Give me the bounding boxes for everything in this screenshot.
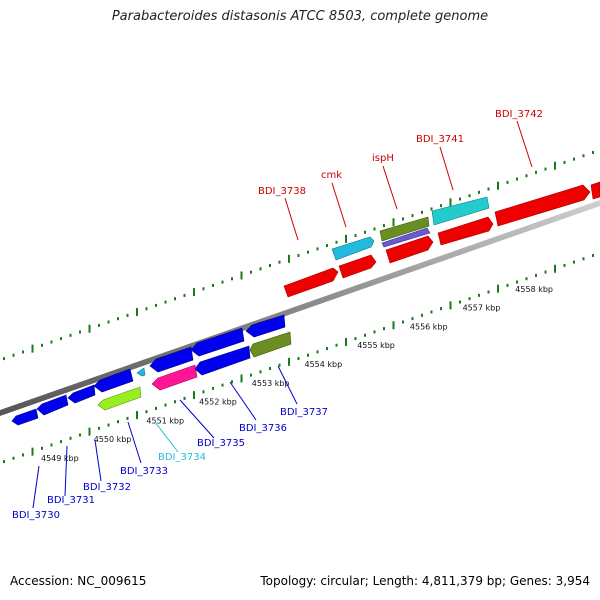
gene-arrow[interactable]	[431, 196, 490, 226]
gene-arrow[interactable]	[590, 181, 600, 200]
kbp-label: 4554 kbp	[305, 360, 343, 369]
gene-label[interactable]: BDI_3738	[258, 186, 306, 197]
kbp-label: 4555 kbp	[357, 341, 395, 350]
gene-label[interactable]: BDI_3733	[120, 466, 168, 477]
kbp-label: 4553 kbp	[252, 379, 290, 388]
kbp-label: 4551 kbp	[146, 416, 184, 425]
gene-arrow[interactable]	[11, 408, 39, 426]
gene-label[interactable]: BDI_3734	[158, 452, 206, 463]
gene-label[interactable]: BDI_3736	[239, 423, 287, 434]
gene-label[interactable]: BDI_3732	[83, 482, 131, 493]
gene-arrow[interactable]	[385, 235, 434, 264]
leader-lines	[32, 120, 533, 509]
kbp-label: 4557 kbp	[463, 304, 501, 313]
gene-arrow[interactable]	[338, 254, 377, 279]
kbp-scale: 4549 kbp 4550 kbp 4551 kbp 4552 kbp 4553 kbp…	[41, 285, 553, 463]
kbp-label: 4558 kbp	[515, 285, 553, 294]
forward-gene-labels: BDI_3738 cmk ispH BDI_3741 BDI_3742	[258, 109, 543, 197]
topology-text: Topology: circular; Length: 4,811,379 bp…	[260, 574, 590, 588]
forward-genes	[283, 181, 600, 298]
reverse-gene-labels: BDI_3730 BDI_3731 BDI_3732 BDI_3733 BDI_…	[12, 407, 328, 521]
kbp-label: 4556 kbp	[410, 322, 448, 331]
gene-arrow[interactable]	[190, 327, 245, 357]
gene-arrow[interactable]	[331, 236, 375, 261]
gene-arrow[interactable]	[381, 227, 431, 248]
gene-label[interactable]: BDI_3741	[416, 134, 464, 145]
accession-text: Accession: NC_009615	[10, 574, 147, 588]
gene-label[interactable]: ispH	[372, 153, 394, 164]
gene-arrow[interactable]	[283, 267, 339, 298]
page-title: Parabacteroides distasonis ATCC 8503, co…	[111, 9, 489, 24]
gene-arrow[interactable]	[437, 216, 494, 246]
gene-label[interactable]: BDI_3730	[12, 510, 60, 521]
reverse-genes	[11, 314, 292, 426]
kbp-label: 4550 kbp	[94, 435, 132, 444]
tick-track-forward	[3, 150, 594, 361]
gene-label[interactable]: BDI_3737	[280, 407, 328, 418]
gene-arrow[interactable]	[379, 216, 430, 242]
kbp-label: 4552 kbp	[199, 398, 237, 407]
gene-label[interactable]: BDI_3731	[47, 495, 95, 506]
gene-label[interactable]: BDI_3735	[197, 438, 245, 449]
genome-backbone	[0, 200, 600, 416]
tick-track-reverse	[3, 253, 594, 464]
gene-arrow[interactable]	[249, 331, 292, 358]
gene-arrow[interactable]	[149, 346, 194, 373]
gene-arrow[interactable]	[93, 368, 134, 393]
gene-arrow[interactable]	[136, 367, 146, 377]
gene-arrow[interactable]	[97, 386, 142, 411]
gene-arrow[interactable]	[67, 384, 96, 404]
gene-arrow[interactable]	[151, 364, 198, 391]
gene-arrow[interactable]	[245, 314, 286, 338]
kbp-label: 4549 kbp	[41, 454, 79, 463]
gene-arrow[interactable]	[194, 345, 251, 376]
gene-arrow[interactable]	[36, 394, 69, 416]
gene-label[interactable]: BDI_3742	[495, 109, 543, 120]
gene-label[interactable]: cmk	[321, 170, 342, 181]
gene-arrow[interactable]	[494, 184, 591, 227]
